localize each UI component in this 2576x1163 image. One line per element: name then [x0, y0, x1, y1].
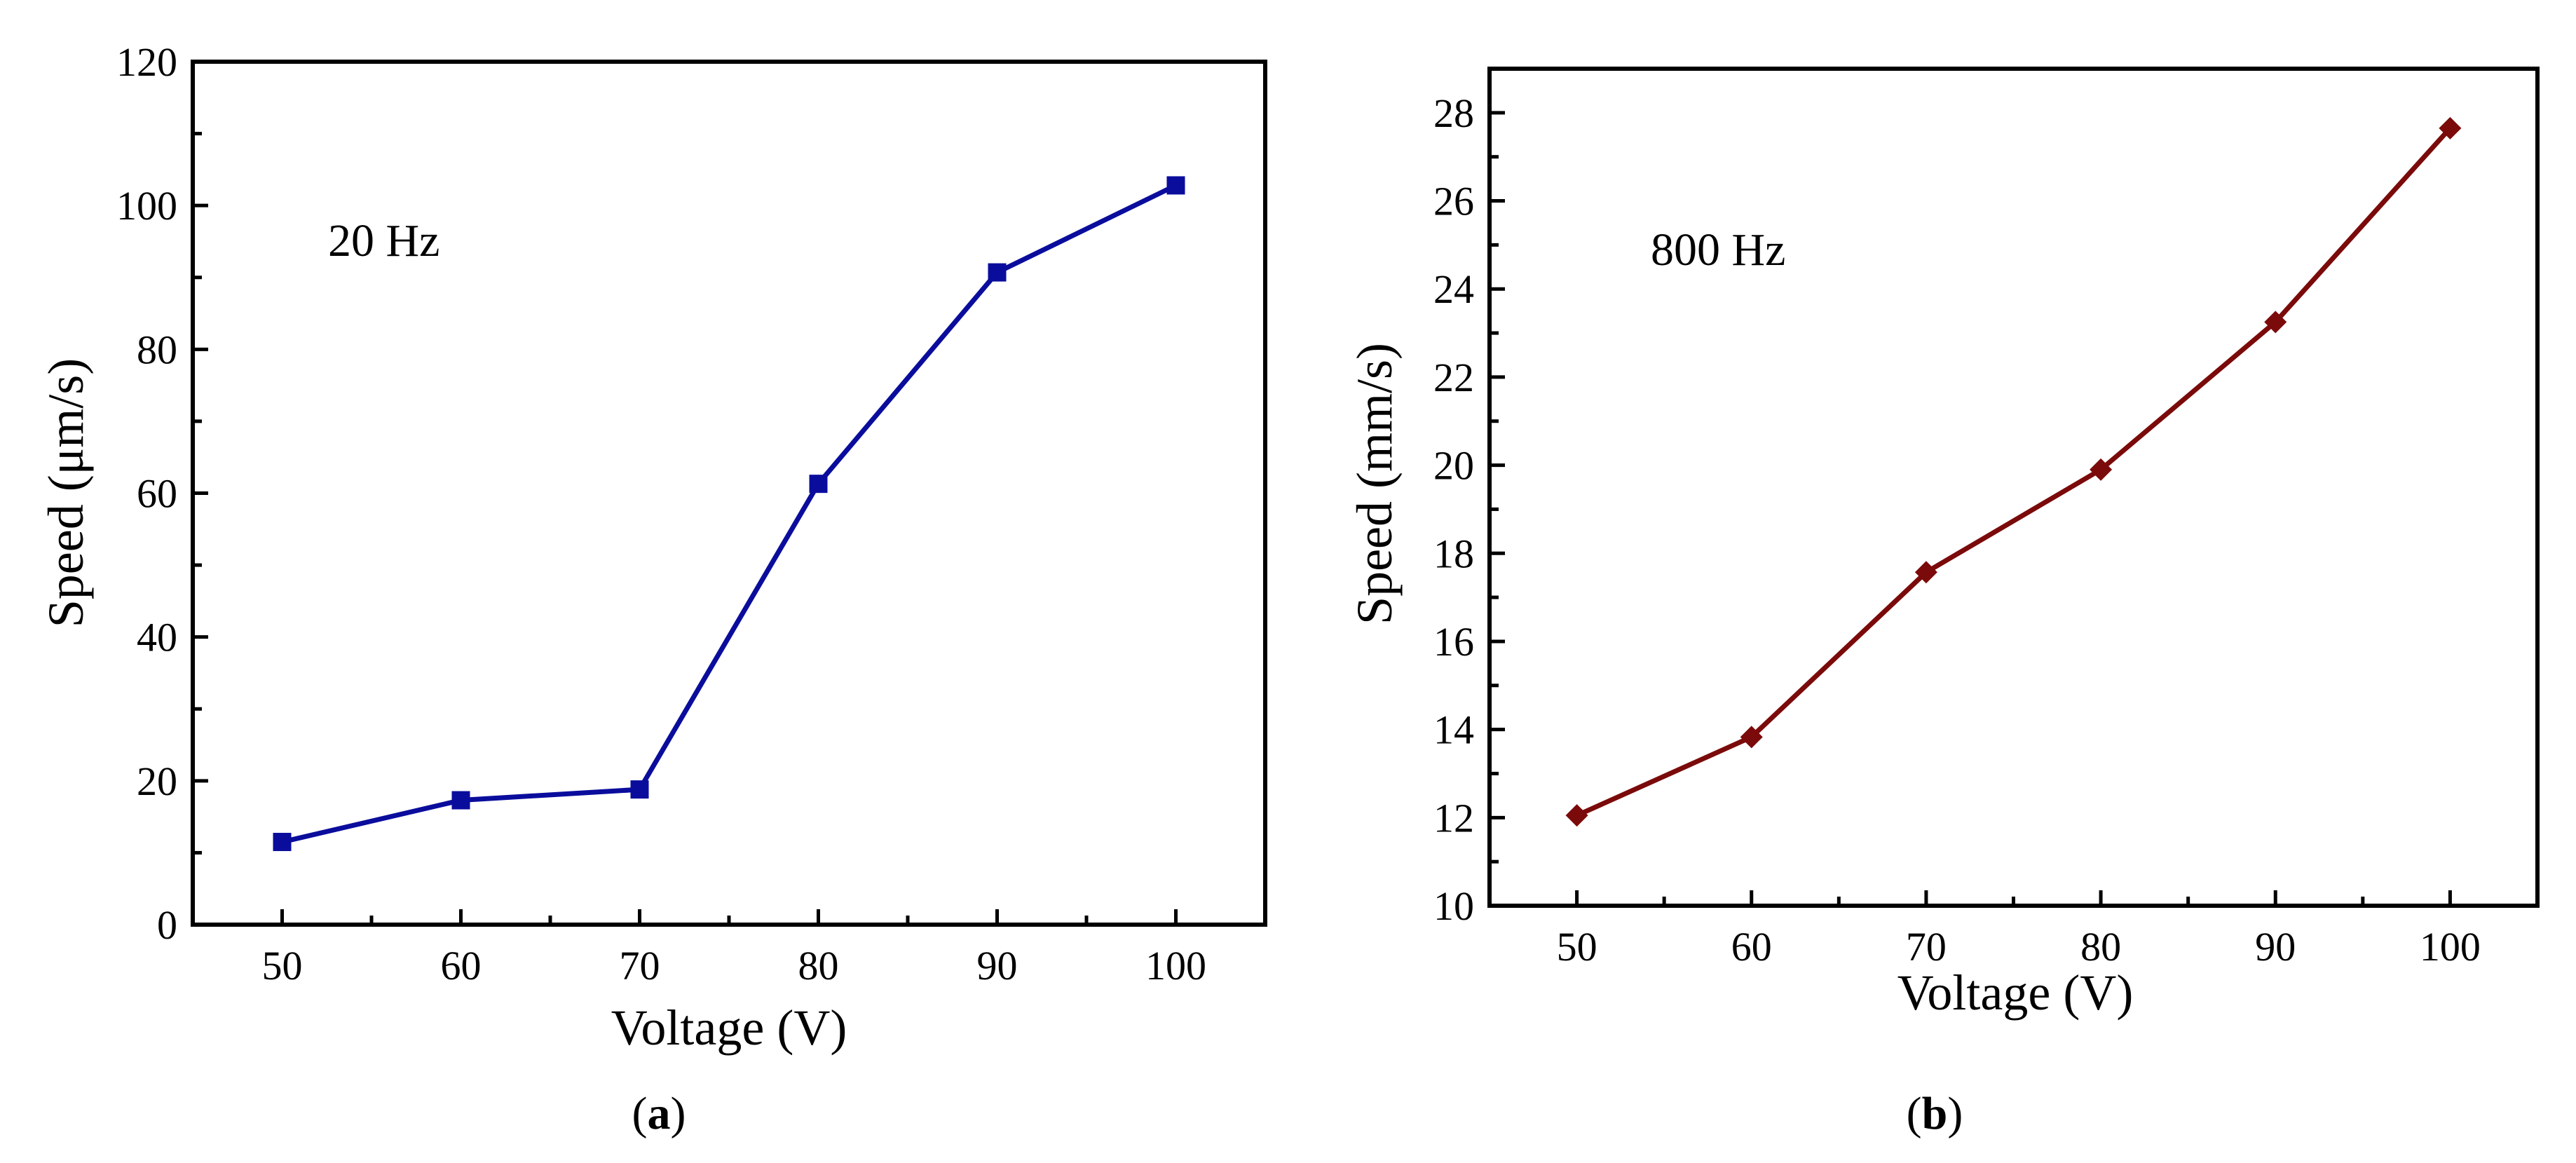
panel-b-ticks [1487, 67, 2540, 908]
panel-a-x-tick-label: 100 [1145, 943, 1206, 988]
panel-b-x-tick-label: 50 [1557, 924, 1597, 970]
panel-a-series [273, 176, 1185, 852]
panel-a-y-tick-label: 40 [137, 615, 177, 660]
panel-a-annotation: 20 Hz [328, 215, 439, 266]
panel-b-tick-labels: 50 60 70 80 90 100 10 12 14 16 18 20 22 24 26 28 [1433, 90, 2481, 970]
panel-b-x-tick-label: 70 [1906, 924, 1947, 970]
panel-a-data-point [273, 833, 292, 852]
panel-a-y-tick-label: 20 [137, 759, 177, 804]
panel-b-x-tick-label: 90 [2255, 924, 2296, 970]
panel-a-caption-letter: a [648, 1088, 671, 1139]
panel-b-y-tick-label: 10 [1433, 883, 1474, 929]
panel-b-data-point [2439, 116, 2462, 140]
panel-b-series [1565, 116, 2462, 827]
panel-a-x-axis-title: Voltage (V) [611, 1000, 847, 1056]
panel-b: 50 60 70 80 90 100 10 12 14 16 18 20 22 24 26 28 800 Hz… [1347, 67, 2540, 1139]
panel-a-y-tick-label: 80 [137, 327, 177, 372]
panel-a-ticks [191, 60, 1267, 927]
panel-b-data-point [1914, 561, 1937, 584]
panel-a-y-tick-label: 100 [116, 183, 177, 229]
panel-b-x-tick-label: 60 [1731, 924, 1772, 970]
panel-a-data-point [451, 791, 470, 810]
panel-b-y-tick-label: 22 [1433, 355, 1474, 400]
panel-b-y-tick-label: 18 [1433, 531, 1474, 576]
panel-b-x-tick-label: 100 [2420, 924, 2481, 970]
panel-a-caption: (a) [632, 1088, 686, 1139]
panel-a: 50 60 70 80 90 100 0 20 40 60 80 100 120 20 Hz Volta… [38, 39, 1267, 1139]
panel-b-y-tick-label: 14 [1433, 707, 1474, 753]
panel-b-data-point [2264, 311, 2287, 334]
panel-b-annotation: 800 Hz [1651, 224, 1785, 276]
panel-b-series-line [1576, 126, 2453, 818]
panel-a-y-axis-title: Speed (μm/s) [38, 358, 94, 628]
panel-a-x-tick-label: 60 [441, 943, 482, 988]
panel-b-x-tick-label: 80 [2080, 924, 2121, 970]
panel-a-data-point [1166, 176, 1185, 195]
panel-a-plot-frame [191, 60, 1267, 927]
panel-b-caption-letter: b [1922, 1088, 1948, 1139]
panel-a-series-line [281, 183, 1178, 845]
panel-b-y-tick-label: 24 [1433, 266, 1474, 312]
panel-b-y-tick-label: 28 [1433, 90, 1474, 136]
panel-b-data-point [2090, 458, 2113, 481]
panel-b-y-axis-title: Speed (mm/s) [1347, 343, 1403, 625]
panel-b-y-tick-label: 16 [1433, 619, 1474, 665]
panel-b-data-point [1740, 726, 1763, 749]
panel-b-caption: (b) [1907, 1088, 1963, 1139]
panel-a-y-tick-label: 60 [137, 471, 177, 517]
panel-b-plot-frame [1487, 67, 2540, 908]
panel-b-y-tick-label: 20 [1433, 443, 1474, 489]
panel-a-tick-labels: 50 60 70 80 90 100 0 20 40 60 80 100 120 [116, 39, 1206, 988]
panel-a-x-tick-label: 90 [977, 943, 1018, 988]
panel-b-x-axis-title: Voltage (V) [1897, 965, 2134, 1021]
panel-b-y-tick-label: 26 [1433, 179, 1474, 224]
panel-a-data-point [988, 263, 1007, 282]
panel-a-x-tick-label: 70 [620, 943, 660, 988]
panel-a-x-tick-label: 80 [798, 943, 839, 988]
panel-a-y-tick-label: 120 [116, 39, 177, 85]
panel-a-data-point [809, 475, 828, 494]
panel-b-y-tick-label: 12 [1433, 795, 1474, 841]
panel-a-data-point [630, 780, 649, 799]
panel-b-data-point [1565, 804, 1588, 827]
panel-a-y-tick-label: 0 [157, 902, 177, 948]
panel-a-x-tick-label: 50 [262, 943, 303, 988]
